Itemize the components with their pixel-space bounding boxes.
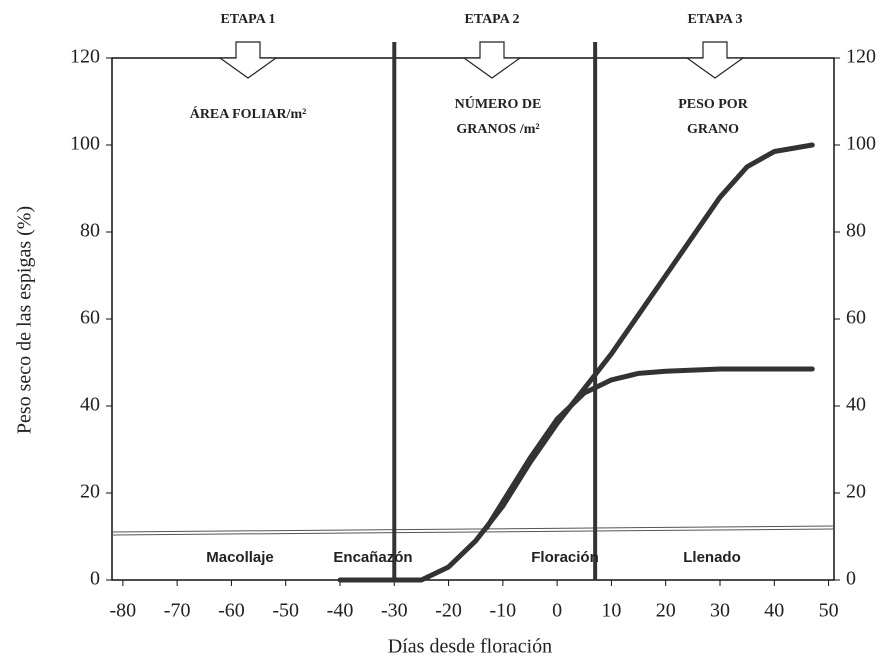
y-tick-label: 20 bbox=[80, 481, 100, 503]
x-tick-label: -50 bbox=[272, 600, 299, 622]
y-tick-label: 60 bbox=[80, 307, 100, 329]
component-label: NÚMERO DE bbox=[455, 95, 542, 112]
y2-tick-label: 100 bbox=[846, 133, 876, 155]
stage-label: ETAPA 1 bbox=[220, 12, 275, 27]
ground-line bbox=[112, 526, 834, 532]
phase-label: Floración bbox=[531, 549, 599, 566]
ground bbox=[112, 526, 834, 535]
ground-line bbox=[112, 529, 834, 535]
phase-label: Llenado bbox=[683, 549, 741, 566]
y2-tick-label: 120 bbox=[846, 46, 876, 68]
stage-arrow bbox=[464, 42, 520, 78]
x-tick-label: 0 bbox=[552, 600, 562, 622]
x-tick-label: -30 bbox=[381, 600, 408, 622]
x-tick-label: -60 bbox=[218, 600, 245, 622]
stage-arrow bbox=[220, 42, 276, 78]
y2-tick-label: 40 bbox=[846, 394, 866, 416]
y-tick-label: 100 bbox=[70, 133, 100, 155]
page: {"chart_data": { "type": "line", "x_labe… bbox=[0, 0, 895, 660]
x-tick-label: -40 bbox=[327, 600, 354, 622]
phase-label: Encañazón bbox=[333, 549, 412, 566]
stage-label: ETAPA 2 bbox=[464, 12, 519, 27]
y-axis-label: Peso seco de las espigas (%) bbox=[14, 206, 36, 434]
x-tick-label: 40 bbox=[764, 600, 784, 622]
y-tick-label: 0 bbox=[90, 568, 100, 590]
chart: Días desde floración Peso seco de las es… bbox=[0, 0, 895, 660]
y-tick-label: 120 bbox=[70, 46, 100, 68]
stage-arrow bbox=[687, 42, 743, 78]
component-label: ÁREA FOLIAR/m² bbox=[190, 105, 307, 122]
stage-arrows bbox=[220, 42, 743, 78]
y2-tick-label: 60 bbox=[846, 307, 866, 329]
x-tick-label: -20 bbox=[435, 600, 462, 622]
curve bbox=[340, 145, 812, 580]
component-label: PESO POR bbox=[678, 97, 749, 112]
x-tick-label: -10 bbox=[490, 600, 517, 622]
y2-tick-label: 20 bbox=[846, 481, 866, 503]
component-label: GRANO bbox=[687, 122, 739, 137]
x-tick-label: 50 bbox=[819, 600, 839, 622]
x-tick-label: -80 bbox=[110, 600, 137, 622]
x-tick-label: 10 bbox=[601, 600, 621, 622]
x-tick-label: 30 bbox=[710, 600, 730, 622]
y2-tick-label: 0 bbox=[846, 568, 856, 590]
phase-label: Macollaje bbox=[206, 549, 274, 566]
y2-tick-label: 80 bbox=[846, 220, 866, 242]
x-tick-label: -70 bbox=[164, 600, 191, 622]
stage-label: ETAPA 3 bbox=[687, 12, 742, 27]
y-tick-label: 40 bbox=[80, 394, 100, 416]
x-axis-label: Días desde floración bbox=[388, 636, 552, 658]
x-tick-label: 20 bbox=[656, 600, 676, 622]
curve bbox=[487, 369, 813, 528]
component-label: GRANOS /m² bbox=[456, 122, 539, 137]
y-tick-label: 80 bbox=[80, 220, 100, 242]
